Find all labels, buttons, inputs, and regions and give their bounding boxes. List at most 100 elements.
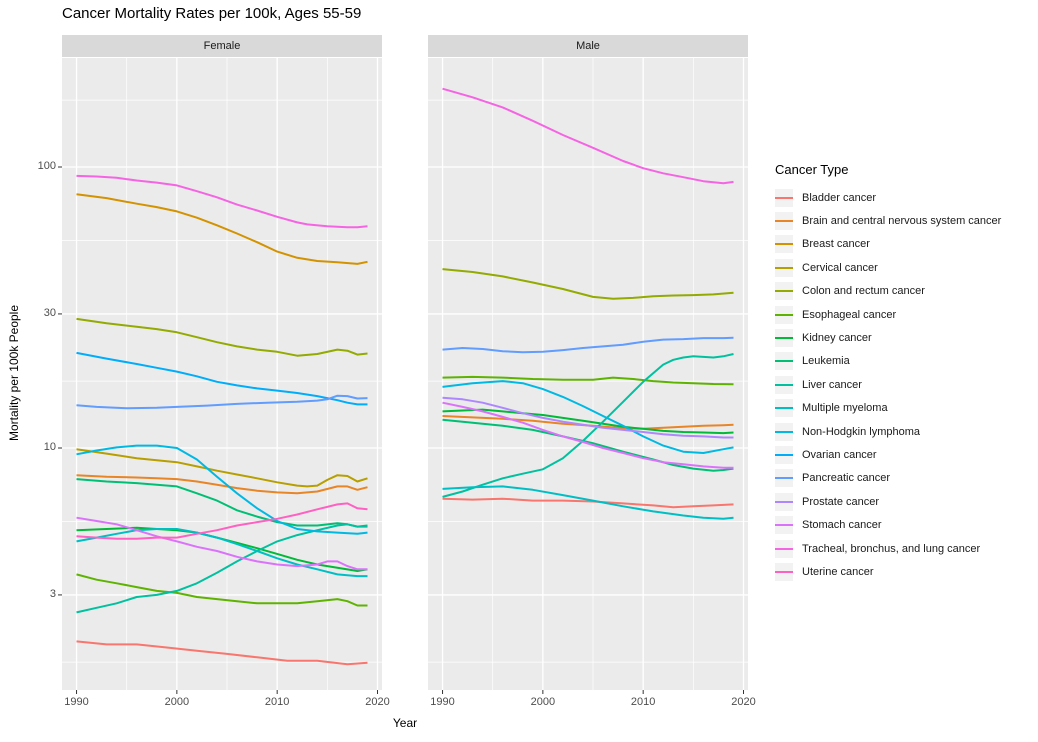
- series-line-stomach: [76, 516, 368, 571]
- legend-entry-uterine: Uterine cancer: [775, 560, 1001, 583]
- series-line-kidney: [76, 526, 368, 572]
- series-line-colon: [76, 317, 368, 357]
- legend-key-swatch: [775, 282, 793, 301]
- series-line-leukemia: [442, 418, 734, 472]
- legend-key-line: [775, 266, 793, 269]
- series-line-cervical: [76, 448, 368, 488]
- x-axis-title: Year: [392, 716, 418, 730]
- legend: Cancer Type Bladder cancer Brain and cent…: [775, 162, 1001, 584]
- facet-strip-bg: [428, 35, 748, 57]
- legend-key-line: [775, 430, 793, 433]
- legend-entry-esophageal: Esophageal cancer: [775, 303, 1001, 326]
- series-line-lung: [76, 174, 368, 229]
- legend-entry-liver: Liver cancer: [775, 373, 1001, 396]
- series-line-liver: [442, 353, 734, 498]
- legend-entry-pancreatic: Pancreatic cancer: [775, 467, 1001, 490]
- legend-entry-colon: Colon and rectum cancer: [775, 280, 1001, 303]
- series-line-brain: [76, 474, 368, 495]
- legend-entry-prostate: Prostate cancer: [775, 490, 1001, 513]
- chart-title: Cancer Mortality Rates per 100k, Ages 55…: [62, 5, 362, 22]
- legend-entry-label: Pancreatic cancer: [802, 472, 891, 485]
- legend-entry-label: Leukemia: [802, 355, 850, 368]
- legend-entry-label: Bladder cancer: [802, 191, 876, 204]
- legend-entry-breast: Breast cancer: [775, 233, 1001, 256]
- panel-male: [428, 35, 748, 694]
- x-tick-label: 2000: [530, 696, 556, 708]
- legend-key-swatch: [775, 562, 793, 581]
- x-tick-label: 2020: [365, 696, 390, 708]
- legend-key-line: [775, 290, 793, 293]
- legend-key-line: [775, 500, 793, 503]
- x-tick-label: 2010: [630, 696, 656, 708]
- legend-key-swatch: [775, 539, 793, 558]
- y-tick-label: 3: [49, 587, 56, 600]
- series-line-myeloma: [442, 485, 734, 520]
- x-tick-label: 2020: [731, 696, 756, 708]
- legend-entry-label: Breast cancer: [802, 238, 870, 251]
- x-tick-label: 2000: [164, 696, 190, 708]
- legend-key-swatch: [775, 212, 793, 231]
- y-tick-label: 10: [43, 441, 56, 453]
- legend-entry-cervical: Cervical cancer: [775, 256, 1001, 279]
- legend-key-swatch: [775, 399, 793, 418]
- series-line-stomach: [442, 401, 734, 469]
- legend-key-line: [775, 524, 793, 527]
- legend-entry-label: Cervical cancer: [802, 261, 878, 274]
- legend-entry-label: Esophageal cancer: [802, 308, 897, 321]
- legend-key-line: [775, 477, 793, 480]
- y-tick-label: 100: [37, 160, 56, 172]
- series-line-prostate: [442, 396, 734, 439]
- x-tick-label: 1990: [64, 696, 89, 708]
- legend-entry-label: Multiple myeloma: [802, 402, 888, 415]
- legend-entry-leukemia: Leukemia: [775, 350, 1001, 373]
- series-line-uterine: [76, 502, 368, 540]
- series-line-lung: [442, 87, 734, 185]
- legend-key-line: [775, 570, 793, 573]
- series-line-pancreatic: [76, 394, 368, 410]
- legend-key-swatch: [775, 422, 793, 441]
- series-line-nhl: [442, 380, 734, 454]
- legend-entry-label: Stomach cancer: [802, 519, 882, 532]
- series-line-esophageal: [442, 375, 734, 386]
- legend-key-swatch: [775, 516, 793, 535]
- legend-key-line: [775, 220, 793, 223]
- legend-key-line: [775, 313, 793, 316]
- legend-key-swatch: [775, 445, 793, 464]
- legend-entry-bladder: Bladder cancer: [775, 186, 1001, 209]
- legend-title: Cancer Type: [775, 162, 849, 177]
- legend-key-swatch: [775, 375, 793, 394]
- series-line-kidney: [442, 408, 734, 435]
- legend-entry-label: Uterine cancer: [802, 565, 874, 578]
- legend-key-swatch: [775, 352, 793, 371]
- legend-entry-myeloma: Multiple myeloma: [775, 397, 1001, 420]
- legend-entry-lung: Tracheal, bronchus, and lung cancer: [775, 537, 1001, 560]
- series-line-colon: [442, 268, 734, 300]
- facet-strip-bg: [62, 35, 382, 57]
- legend-key-swatch: [775, 329, 793, 348]
- legend-entry-label: Kidney cancer: [802, 332, 872, 345]
- panel-female: [62, 35, 382, 694]
- legend-entries: Bladder cancer Brain and central nervous …: [775, 186, 1001, 584]
- series-line-myeloma: [76, 528, 368, 578]
- series-line-leukemia: [76, 478, 368, 528]
- legend-entry-label: Non-Hodgkin lymphoma: [802, 425, 920, 438]
- legend-entry-nhl: Non-Hodgkin lymphoma: [775, 420, 1001, 443]
- legend-key-swatch: [775, 188, 793, 207]
- legend-entry-ovarian: Ovarian cancer: [775, 443, 1001, 466]
- legend-entry-label: Liver cancer: [802, 378, 862, 391]
- legend-entry-label: Ovarian cancer: [802, 448, 877, 461]
- y-axis-title: Mortality per 100k People: [7, 304, 21, 442]
- legend-key-swatch: [775, 258, 793, 277]
- series-line-brain: [442, 415, 734, 430]
- x-tick-label: 2010: [264, 696, 290, 708]
- legend-key-swatch: [775, 235, 793, 254]
- legend-key-line: [775, 453, 793, 456]
- series-line-pancreatic: [442, 336, 734, 354]
- legend-entry-label: Colon and rectum cancer: [802, 285, 925, 298]
- legend-entry-label: Brain and central nervous system cancer: [802, 215, 1002, 228]
- legend-entry-label: Tracheal, bronchus, and lung cancer: [802, 542, 981, 555]
- facet-strip-male: Male: [576, 40, 600, 52]
- legend-key-line: [775, 243, 793, 246]
- legend-key-line: [775, 196, 793, 199]
